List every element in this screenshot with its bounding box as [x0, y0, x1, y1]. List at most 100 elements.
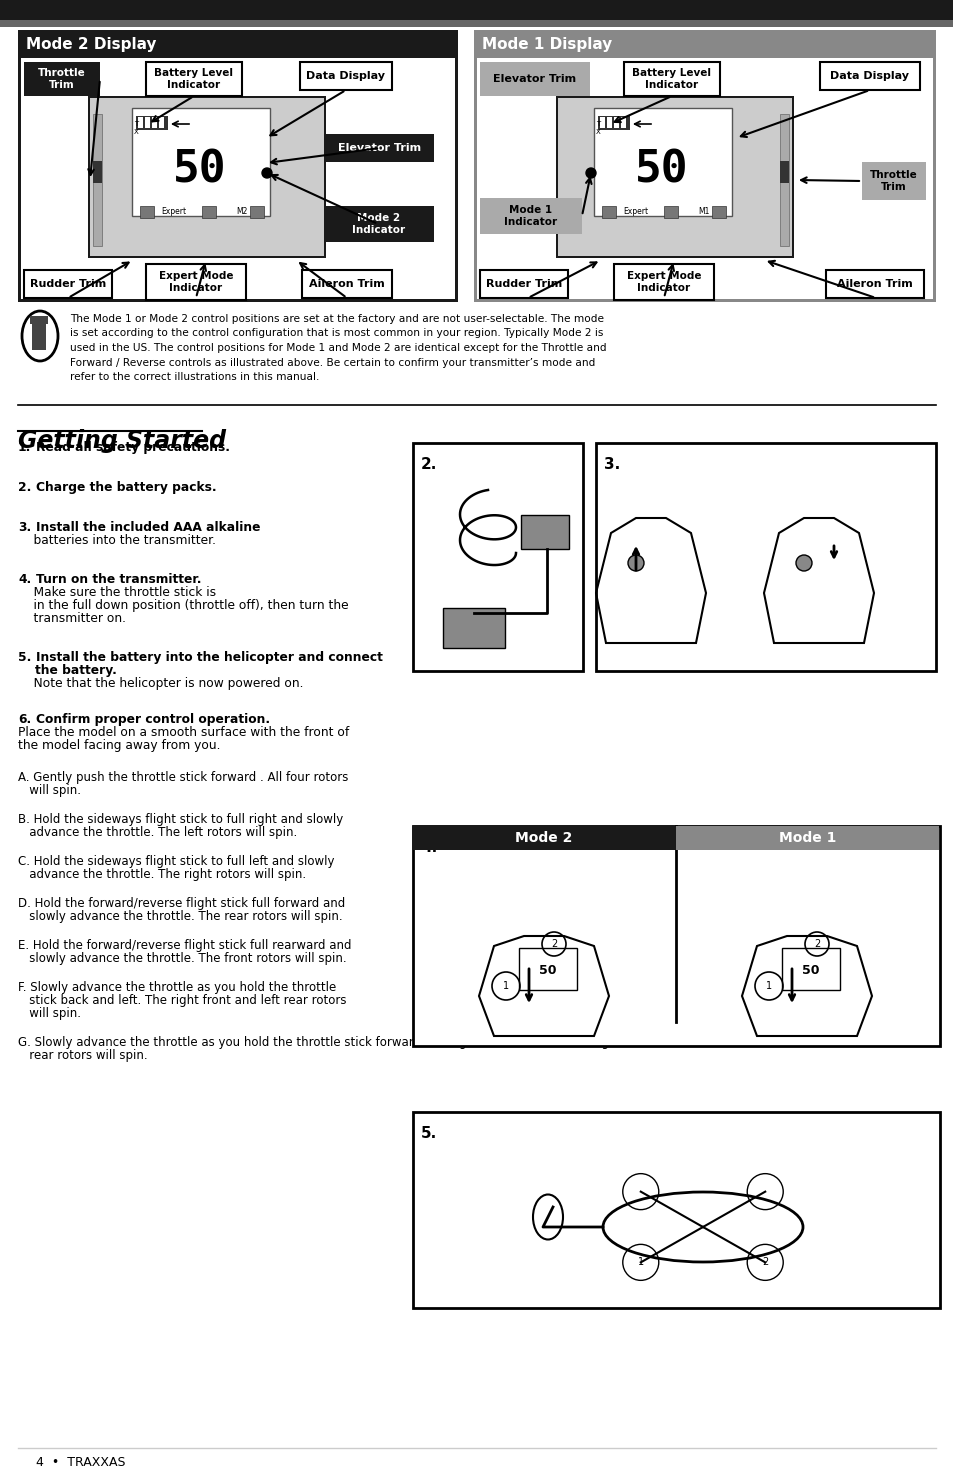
Bar [474, 30, 935, 58]
Text: Elevator Trim: Elevator Trim [493, 74, 576, 84]
Text: will spin.: will spin. [18, 785, 81, 796]
Bar [24, 270, 112, 298]
Bar [0, 1446, 953, 1475]
Text: The Mode 1 or Mode 2 control positions are set at the factory and are not user-s: The Mode 1 or Mode 2 control positions a… [70, 314, 603, 324]
Bar [862, 162, 925, 201]
Bar [556, 96, 793, 258]
Bar [614, 117, 618, 128]
Text: Charge the battery packs.: Charge the battery packs. [36, 481, 216, 494]
Text: 1: 1 [765, 981, 771, 991]
Bar [0, 21, 953, 27]
Text: Mode 2 Display: Mode 2 Display [26, 37, 156, 52]
Bar [324, 207, 434, 242]
Text: X: X [596, 128, 600, 136]
Bar [601, 207, 616, 218]
Bar [92, 161, 102, 183]
Text: 5.: 5. [18, 650, 31, 664]
Text: Expert: Expert [161, 208, 187, 217]
Bar [594, 108, 731, 215]
Bar [413, 1112, 939, 1308]
Bar [145, 117, 150, 128]
Bar [302, 270, 392, 298]
Text: Read all safety precautions.: Read all safety precautions. [36, 441, 230, 454]
Bar [820, 62, 919, 90]
Text: Elevator Trim: Elevator Trim [338, 143, 421, 153]
Bar [32, 322, 46, 350]
Text: 50: 50 [538, 963, 557, 976]
Text: Mode 1
Indicator: Mode 1 Indicator [504, 205, 557, 227]
Text: Place the model on a smooth surface with the front of: Place the model on a smooth surface with… [18, 726, 349, 739]
Text: 4  •  TRAXXAS: 4 • TRAXXAS [36, 1456, 126, 1469]
Text: 2: 2 [813, 940, 820, 948]
Text: 2.: 2. [420, 457, 436, 472]
Text: 50: 50 [801, 963, 819, 976]
Bar [479, 198, 581, 235]
Bar [299, 62, 392, 90]
Bar [413, 826, 676, 850]
Text: Throttle
Trim: Throttle Trim [38, 68, 86, 90]
Ellipse shape [22, 311, 58, 361]
Bar [474, 30, 935, 302]
Text: 2: 2 [550, 940, 557, 948]
Text: Mode 1 Display: Mode 1 Display [481, 37, 612, 52]
Bar [159, 117, 164, 128]
Text: Expert Mode
Indicator: Expert Mode Indicator [158, 271, 233, 294]
Bar [479, 62, 589, 96]
Text: B. Hold the sideways flight stick to full right and slowly: B. Hold the sideways flight stick to ful… [18, 813, 343, 826]
Text: Forward / Reverse controls as illustrated above. Be certain to confirm your tran: Forward / Reverse controls as illustrate… [70, 357, 595, 367]
Circle shape [627, 555, 643, 571]
Text: 4.: 4. [420, 839, 436, 856]
Bar [780, 114, 788, 246]
Bar [614, 264, 713, 299]
Bar [18, 30, 457, 302]
Text: 5.: 5. [420, 1125, 436, 1142]
Circle shape [262, 168, 272, 178]
Text: 1.: 1. [18, 441, 31, 454]
Text: F. Slowly advance the throttle as you hold the throttle: F. Slowly advance the throttle as you ho… [18, 981, 335, 994]
Bar [620, 117, 625, 128]
Bar [442, 608, 504, 648]
Text: D. Hold the forward/reverse flight stick full forward and: D. Hold the forward/reverse flight stick… [18, 897, 345, 910]
Bar [606, 117, 612, 128]
Bar [146, 264, 246, 299]
Circle shape [585, 168, 596, 178]
Text: T: T [596, 121, 599, 127]
Bar [413, 442, 582, 671]
Bar [138, 117, 143, 128]
Text: Install the battery into the helicopter and connect: Install the battery into the helicopter … [36, 650, 382, 664]
Bar [711, 207, 725, 218]
Bar [136, 117, 168, 130]
Text: E. Hold the forward/reverse flight stick full rearward and: E. Hold the forward/reverse flight stick… [18, 940, 351, 951]
Text: T: T [133, 121, 138, 127]
Text: 50: 50 [635, 149, 688, 192]
Text: Make sure the throttle stick is: Make sure the throttle stick is [18, 586, 216, 599]
Text: batteries into the transmitter.: batteries into the transmitter. [18, 534, 215, 547]
Text: Rudder Trim: Rudder Trim [30, 279, 106, 289]
Text: advance the throttle. The left rotors will spin.: advance the throttle. The left rotors wi… [18, 826, 297, 839]
Text: Install the included AAA alkaline: Install the included AAA alkaline [36, 521, 260, 534]
Text: transmitter on.: transmitter on. [18, 612, 126, 625]
Text: Throttle
Trim: Throttle Trim [869, 170, 917, 192]
Bar [0, 0, 953, 21]
Bar [596, 442, 935, 671]
Text: 1: 1 [502, 981, 509, 991]
Text: in the full down position (throttle off), then turn the: in the full down position (throttle off)… [18, 599, 348, 612]
Bar [90, 97, 324, 257]
Text: slowly advance the throttle. The rear rotors will spin.: slowly advance the throttle. The rear ro… [18, 910, 342, 923]
Text: 3.: 3. [603, 457, 619, 472]
Text: is set according to the control configuration that is most common in your region: is set according to the control configur… [70, 329, 602, 338]
Text: Expert Mode
Indicator: Expert Mode Indicator [626, 271, 700, 294]
Bar [598, 117, 629, 130]
Bar [520, 515, 568, 549]
Text: 1: 1 [637, 1257, 643, 1267]
Text: Data Display: Data Display [830, 71, 908, 81]
Text: M2: M2 [236, 208, 248, 217]
Text: Aileron Trim: Aileron Trim [309, 279, 384, 289]
Bar [152, 117, 157, 128]
Text: 3.: 3. [18, 521, 31, 534]
Bar [132, 108, 270, 215]
Bar [140, 207, 153, 218]
Bar [780, 161, 788, 183]
Text: stick back and left. The right front and left rear rotors: stick back and left. The right front and… [18, 994, 346, 1007]
Text: G. Slowly advance the throttle as you hold the throttle stick forward and right.: G. Slowly advance the throttle as you ho… [18, 1035, 620, 1049]
